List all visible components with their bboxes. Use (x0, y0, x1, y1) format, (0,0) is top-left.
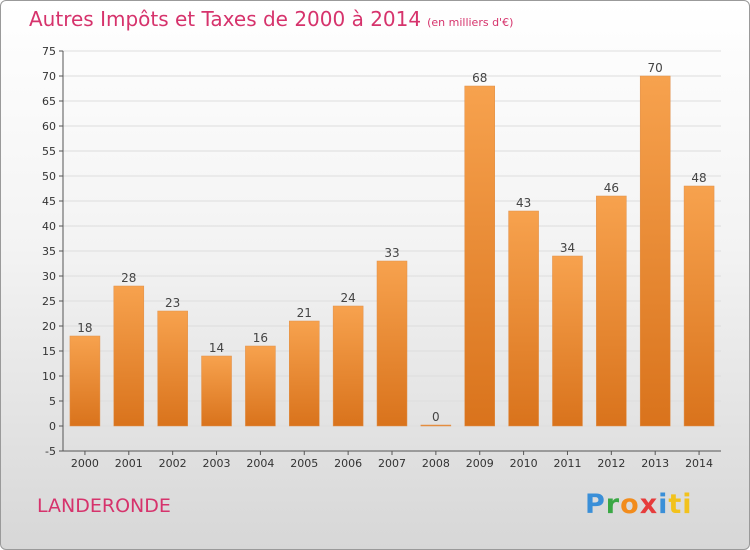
bar (289, 320, 320, 427)
y-tick-label: 0 (49, 420, 56, 433)
bar (113, 285, 145, 427)
bar (508, 210, 539, 427)
x-tick-label: 2006 (334, 457, 362, 470)
bar (201, 355, 232, 427)
y-tick-label: 20 (42, 320, 56, 333)
x-tick-label: 2004 (246, 457, 274, 470)
y-tick-label: 45 (42, 195, 56, 208)
logo-letter: o (620, 489, 640, 520)
x-tick-label: 2009 (466, 457, 494, 470)
value-label: 18 (77, 321, 92, 335)
bar (332, 305, 364, 427)
bar (464, 85, 495, 427)
y-tick-label: -5 (45, 445, 56, 458)
proxiti-logo: Proxiti (585, 489, 693, 520)
bar (245, 345, 276, 427)
value-label: 28 (121, 271, 136, 285)
value-label: 33 (384, 246, 399, 260)
value-label: 16 (253, 331, 268, 345)
y-tick-label: 5 (49, 395, 56, 408)
x-tick-label: 2014 (685, 457, 713, 470)
x-tick-label: 2012 (597, 457, 625, 470)
x-tick-label: 2013 (641, 457, 669, 470)
value-label: 0 (432, 410, 440, 424)
y-tick-label: 60 (42, 120, 56, 133)
logo-letter: P (585, 489, 606, 520)
chart-title: Autres Impôts et Taxes de 2000 à 2014 (en… (29, 7, 513, 31)
bar (639, 75, 671, 427)
y-tick-label: 10 (42, 370, 56, 383)
value-label: 23 (165, 296, 180, 310)
logo-letter: r (605, 489, 621, 520)
bar (157, 310, 188, 427)
x-tick-label: 2000 (71, 457, 99, 470)
bar (552, 255, 583, 427)
x-tick-label: 2002 (159, 457, 187, 470)
y-tick-label: 40 (42, 220, 56, 233)
x-tick-label: 2001 (115, 457, 143, 470)
value-label: 68 (472, 71, 487, 85)
logo-letter: x (639, 489, 659, 520)
y-tick-label: 70 (42, 70, 56, 83)
x-tick-label: 2010 (510, 457, 538, 470)
value-label: 34 (560, 241, 575, 255)
unit-label: (en milliers d'€) (427, 16, 514, 29)
bar (683, 185, 715, 427)
y-tick-label: 75 (42, 45, 56, 58)
bar (376, 260, 408, 427)
bar (420, 424, 452, 427)
value-label: 70 (648, 61, 663, 75)
value-label: 43 (516, 196, 531, 210)
y-tick-label: 50 (42, 170, 56, 183)
value-label: 14 (209, 341, 224, 355)
y-tick-label: 15 (42, 345, 56, 358)
x-tick-label: 2011 (553, 457, 581, 470)
title-text: Autres Impôts et Taxes de 2000 à 2014 (29, 7, 422, 31)
y-tick-label: 65 (42, 95, 56, 108)
x-tick-label: 2008 (422, 457, 450, 470)
logo-letter: ti (668, 489, 693, 520)
bar (596, 195, 627, 427)
commune-name: LANDERONDE (37, 495, 171, 517)
x-tick-label: 2005 (290, 457, 318, 470)
logo-letter: i (658, 489, 669, 520)
value-label: 46 (604, 181, 619, 195)
x-tick-label: 2007 (378, 457, 406, 470)
y-tick-label: 55 (42, 145, 56, 158)
y-tick-label: 35 (42, 245, 56, 258)
bar (69, 335, 101, 427)
y-tick-label: 30 (42, 270, 56, 283)
value-label: 48 (691, 171, 706, 185)
y-tick-label: 25 (42, 295, 56, 308)
value-label: 21 (297, 306, 312, 320)
value-label: 24 (340, 291, 355, 305)
x-tick-label: 2003 (203, 457, 231, 470)
